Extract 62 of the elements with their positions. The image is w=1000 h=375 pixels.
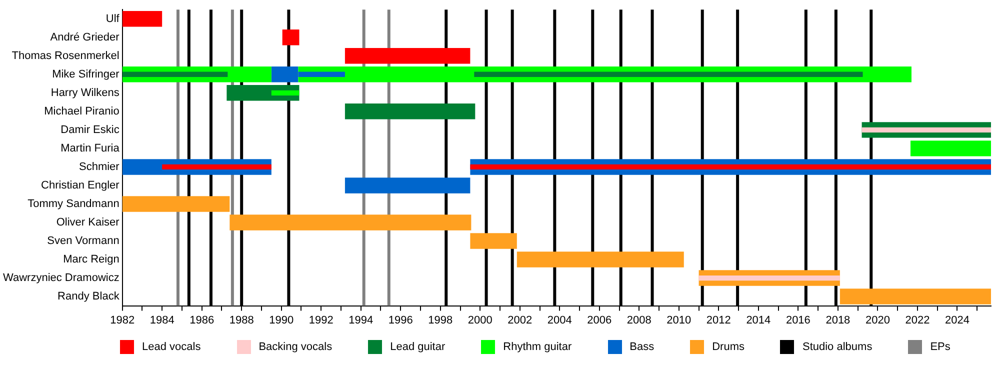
x-tick-label: 1984 [150,314,174,326]
x-tick-label: 2024 [944,314,970,326]
x-tick-label: 2000 [468,314,492,326]
x-tick-label: 2004 [547,314,572,326]
x-tick-label: 1986 [190,314,214,326]
legend-label: Lead vocals [142,341,201,353]
legend-label: Drums [712,341,744,353]
y-tick-label: Oliver Kaiser [56,216,120,229]
x-tick-label: 2020 [865,314,890,326]
y-tick-label: Sven Vormann [47,235,120,248]
x-tick-label: 1996 [388,314,413,326]
y-tick-label: Damir Eskic [60,124,120,136]
y-tick-label: Mike Sifringer [52,68,120,80]
x-tick-label: 1990 [269,314,294,326]
x-tick-label: 2008 [626,314,652,326]
bar [516,252,684,268]
bar [122,10,162,27]
bar [910,140,991,156]
legend-label: Bass [630,341,654,353]
x-tick-label: 1992 [308,314,334,326]
x-tick-label: 1982 [110,314,135,326]
bar [230,214,472,230]
x-tick-label: 2016 [786,314,810,326]
bar [698,275,840,281]
x-tick-label: 2002 [508,314,532,326]
bar [862,127,991,133]
y-tick-label: Marc Reign [63,254,120,266]
x-tick-label: 2018 [826,314,850,326]
y-tick-label: Ulf [106,12,120,25]
bar [344,48,470,64]
y-tick-label: Christian Engler [41,180,120,192]
y-tick-label: Michael Piranio [44,105,120,118]
bar [344,104,476,120]
x-tick-label: 2012 [706,314,731,326]
x-tick-label: 2014 [746,314,771,326]
y-tick-label: Schmier [78,160,120,173]
x-tick-label: 1994 [348,314,374,326]
x-tick-label: 1998 [428,314,453,326]
legend-label: EPs [930,341,950,353]
bar [470,164,991,170]
bar [470,233,517,249]
y-tick-label: Martin Furia [60,142,120,154]
y-tick-label: Harry Wilkens [50,86,120,99]
bar [282,30,300,46]
x-tick-label: 2010 [666,314,692,326]
legend-label: Lead guitar [390,341,446,353]
y-tick-label: André Grieder [50,31,120,44]
y-tick-label: Thomas Rosenmerkel [12,50,120,62]
bar [122,196,230,212]
legend-label: Rhythm guitar [503,341,572,353]
y-tick-label: Randy Black [58,290,120,303]
legend-label: Studio albums [802,341,872,353]
legend-label: Backing vocals [258,341,332,353]
x-tick-label: 2006 [587,314,612,326]
x-tick-label: 1988 [229,314,254,326]
bar [474,72,863,77]
bar [840,288,991,304]
x-tick-label: 2022 [905,314,930,326]
bar [162,164,272,170]
bar [344,178,470,194]
y-tick-label: Tommy Sandmann [28,198,120,210]
y-tick-label: Wawrzyniec Dramowicz [3,272,120,284]
